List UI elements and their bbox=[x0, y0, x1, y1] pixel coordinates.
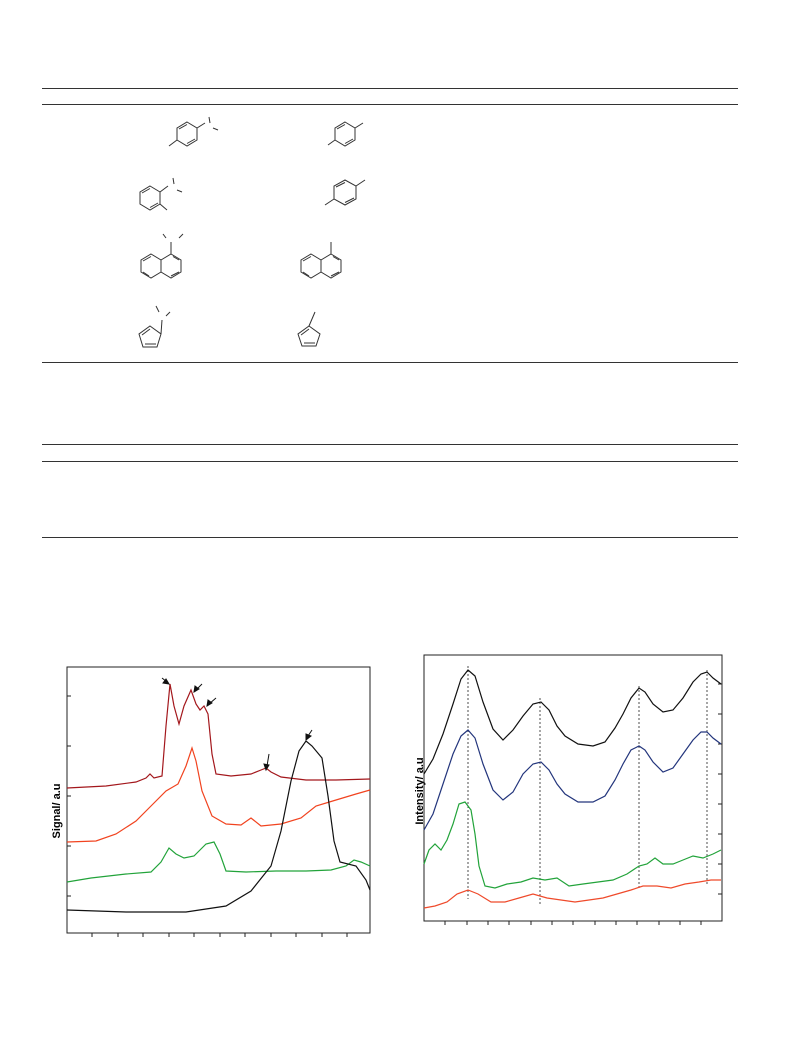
right-figure-ticks bbox=[444, 683, 722, 925]
left-figure-ticks bbox=[67, 695, 348, 937]
left-curve-orange bbox=[66, 746, 371, 843]
table1-top-rule bbox=[42, 88, 738, 89]
left-curve-dark-red bbox=[66, 683, 371, 789]
right-figure-guides bbox=[467, 666, 708, 904]
right-curve-blue bbox=[423, 729, 722, 831]
structure-row2-reactant bbox=[139, 177, 183, 211]
right-figure bbox=[423, 654, 723, 925]
structure-row3-product bbox=[300, 242, 342, 279]
right-curve-red bbox=[423, 879, 721, 909]
table2-bottom-rule bbox=[42, 537, 738, 538]
structure-row3-reactant bbox=[140, 233, 184, 279]
structure-row2-product bbox=[324, 179, 366, 206]
structure-row1-reactant bbox=[168, 116, 219, 147]
right-figure-frame bbox=[423, 654, 723, 922]
left-figure-arrows bbox=[161, 677, 313, 772]
left-curve-green bbox=[66, 841, 371, 883]
right-curve-black bbox=[423, 669, 722, 775]
left-figure-ylabel: Signal/ a.u bbox=[51, 783, 63, 839]
right-curve-green bbox=[423, 801, 722, 889]
structure-row4-product bbox=[297, 311, 321, 347]
structure-row4-reactant bbox=[138, 305, 171, 348]
left-figure-frame bbox=[66, 666, 371, 934]
table1-header-rule bbox=[42, 104, 738, 105]
table2-top-rule bbox=[42, 444, 738, 445]
left-curve-black bbox=[66, 740, 371, 913]
table1-bottom-rule bbox=[42, 362, 738, 363]
structure-row1-product bbox=[327, 121, 364, 147]
left-figure bbox=[66, 666, 371, 937]
table2-header-rule bbox=[42, 461, 738, 462]
